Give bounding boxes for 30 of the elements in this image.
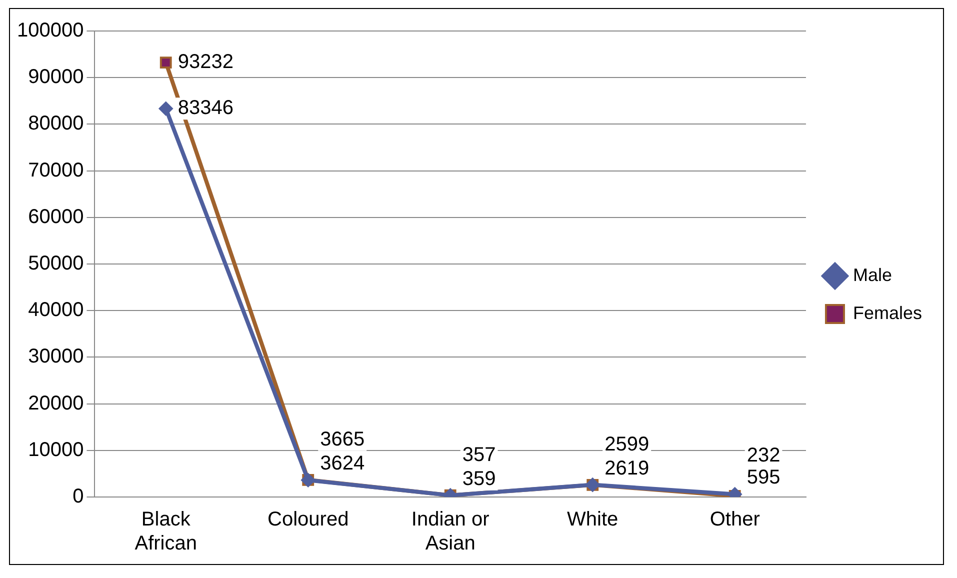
data-label: 357 bbox=[462, 444, 496, 466]
data-label: 93232 bbox=[178, 51, 234, 74]
legend-label: Females bbox=[852, 302, 922, 323]
x-tick-label: Other bbox=[710, 508, 760, 531]
data-label: 232 bbox=[746, 444, 780, 466]
x-tick-label: Coloured bbox=[268, 508, 349, 531]
data-label: 2599 bbox=[604, 433, 650, 456]
point bbox=[158, 102, 173, 116]
x-tick-label: Black African bbox=[134, 508, 197, 555]
y-tick-label: 20000 bbox=[28, 392, 84, 414]
data-label: 83346 bbox=[178, 97, 234, 120]
x-tick-label: White bbox=[567, 508, 618, 531]
y-tick-label: 40000 bbox=[28, 299, 84, 322]
y-tick-label: 30000 bbox=[28, 346, 84, 368]
y-tick-label: 80000 bbox=[28, 112, 84, 135]
y-tick-label: 50000 bbox=[28, 252, 84, 275]
x-tick-label: Indian or Asian bbox=[411, 508, 490, 555]
point bbox=[160, 56, 172, 68]
data-label: 2619 bbox=[604, 457, 650, 480]
data-label: 3665 bbox=[320, 428, 365, 450]
data-label: 595 bbox=[746, 466, 780, 489]
data-label: 3624 bbox=[320, 452, 365, 475]
y-tick-label: 10000 bbox=[28, 438, 84, 461]
legend-label: Male bbox=[852, 264, 892, 285]
y-tick-label: 60000 bbox=[28, 206, 84, 228]
y-tick-label: 70000 bbox=[28, 159, 84, 182]
y-tick-label: 100000 bbox=[16, 20, 84, 42]
y-tick-label: 0 bbox=[72, 486, 84, 508]
y-tick-label: 90000 bbox=[28, 66, 84, 88]
data-label: 359 bbox=[462, 468, 496, 490]
